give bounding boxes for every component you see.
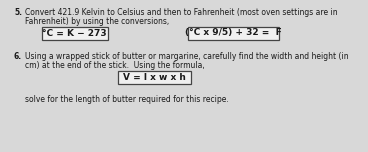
- Text: (°C x 9/5) + 32 =  F: (°C x 9/5) + 32 = F: [185, 29, 282, 38]
- Text: 5.: 5.: [14, 8, 22, 17]
- Text: cm) at the end of the stick.  Using the formula,: cm) at the end of the stick. Using the f…: [25, 61, 205, 70]
- Text: °C = K − 273: °C = K − 273: [42, 29, 107, 38]
- FancyBboxPatch shape: [117, 71, 191, 83]
- Text: solve for the length of butter required for this recipe.: solve for the length of butter required …: [25, 95, 229, 104]
- Text: 6.: 6.: [14, 52, 22, 61]
- FancyBboxPatch shape: [188, 26, 279, 40]
- Text: Convert 421.9 Kelvin to Celsius and then to Fahrenheit (most oven settings are i: Convert 421.9 Kelvin to Celsius and then…: [25, 8, 337, 17]
- Text: V = l x w x h: V = l x w x h: [123, 73, 185, 81]
- Text: Fahrenheit) by using the conversions,: Fahrenheit) by using the conversions,: [25, 17, 169, 26]
- FancyBboxPatch shape: [42, 26, 107, 40]
- Text: Using a wrapped stick of butter or margarine, carefully find the width and heigh: Using a wrapped stick of butter or marga…: [25, 52, 348, 61]
